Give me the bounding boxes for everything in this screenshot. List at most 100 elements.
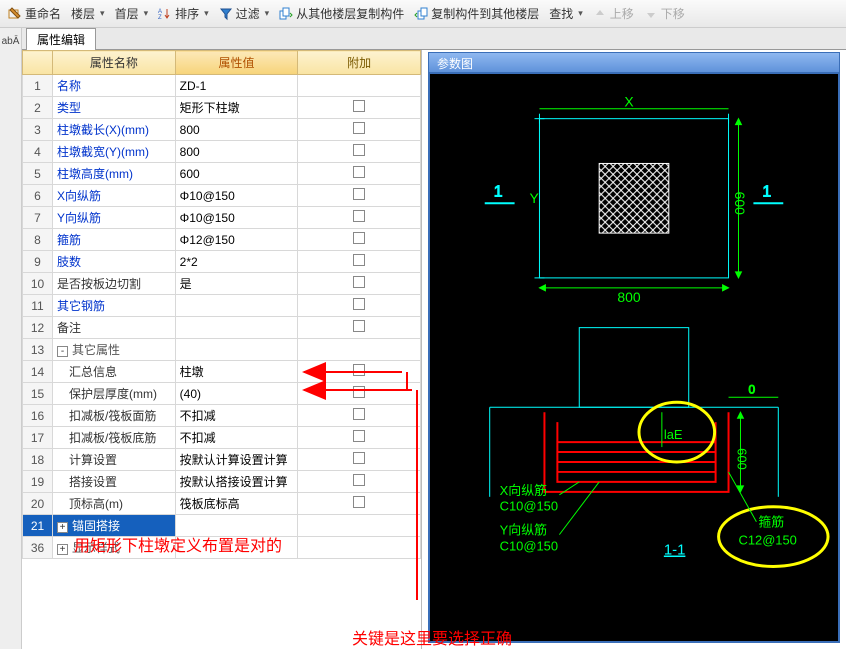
- rename-button[interactable]: 重命名: [4, 3, 65, 24]
- prop-value[interactable]: 是: [175, 273, 298, 295]
- checkbox-icon[interactable]: [353, 298, 365, 310]
- checkbox-icon[interactable]: [353, 452, 365, 464]
- prop-add[interactable]: [298, 119, 421, 141]
- checkbox-icon[interactable]: [353, 430, 365, 442]
- prop-add[interactable]: [298, 361, 421, 383]
- table-row[interactable]: 1名称ZD-1: [23, 75, 421, 97]
- filter-button[interactable]: 过滤: [215, 3, 274, 24]
- prop-value[interactable]: 按默认计算设置计算: [175, 449, 298, 471]
- prop-add[interactable]: [298, 251, 421, 273]
- prop-add[interactable]: [298, 317, 421, 339]
- copy-to-button[interactable]: 复制构件到其他楼层: [410, 3, 543, 24]
- table-row[interactable]: 3柱墩截长(X)(mm)800: [23, 119, 421, 141]
- table-row[interactable]: 19搭接设置按默认搭接设置计算: [23, 471, 421, 493]
- checkbox-icon[interactable]: [353, 474, 365, 486]
- prop-value[interactable]: 800: [175, 141, 298, 163]
- table-row[interactable]: 8箍筋Φ12@150: [23, 229, 421, 251]
- down-icon: [644, 7, 658, 21]
- diagram-panel: 参数图: [422, 50, 846, 649]
- checkbox-icon[interactable]: [353, 254, 365, 266]
- checkbox-icon[interactable]: [353, 408, 365, 420]
- prop-add[interactable]: [298, 515, 421, 537]
- prop-value[interactable]: 不扣减: [175, 427, 298, 449]
- prop-add[interactable]: [298, 537, 421, 559]
- prop-value[interactable]: 2*2: [175, 251, 298, 273]
- table-row[interactable]: 16扣减板/筏板面筋不扣减: [23, 405, 421, 427]
- layer-value-dropdown[interactable]: 首层: [111, 3, 153, 24]
- prop-name: 搭接设置: [53, 471, 176, 493]
- table-row[interactable]: 9肢数2*2: [23, 251, 421, 273]
- prop-add[interactable]: [298, 141, 421, 163]
- tab-property-edit[interactable]: 属性编辑: [26, 28, 96, 50]
- table-row[interactable]: 6X向纵筋Φ10@150: [23, 185, 421, 207]
- row-number: 21: [23, 515, 53, 537]
- prop-add[interactable]: [298, 339, 421, 361]
- table-row[interactable]: 17扣减板/筏板底筋不扣减: [23, 427, 421, 449]
- checkbox-icon[interactable]: [353, 122, 365, 134]
- prop-add[interactable]: [298, 449, 421, 471]
- prop-value[interactable]: [175, 317, 298, 339]
- table-row[interactable]: 20顶标高(m)筏板底标高: [23, 493, 421, 515]
- prop-add[interactable]: [298, 229, 421, 251]
- prop-add[interactable]: [298, 273, 421, 295]
- checkbox-icon[interactable]: [353, 232, 365, 244]
- prop-add[interactable]: [298, 75, 421, 97]
- table-row[interactable]: 5柱墩高度(mm)600: [23, 163, 421, 185]
- table-row[interactable]: 13-其它属性: [23, 339, 421, 361]
- table-row[interactable]: 7Y向纵筋Φ10@150: [23, 207, 421, 229]
- checkbox-icon[interactable]: [353, 276, 365, 288]
- expander-icon[interactable]: +: [57, 522, 68, 533]
- prop-add[interactable]: [298, 471, 421, 493]
- prop-value[interactable]: 矩形下柱墩: [175, 97, 298, 119]
- checkbox-icon[interactable]: [353, 386, 365, 398]
- checkbox-icon[interactable]: [353, 320, 365, 332]
- table-row[interactable]: 18计算设置按默认计算设置计算: [23, 449, 421, 471]
- checkbox-icon[interactable]: [353, 166, 365, 178]
- table-row[interactable]: 15保护层厚度(mm)(40): [23, 383, 421, 405]
- prop-add[interactable]: [298, 97, 421, 119]
- prop-value[interactable]: [175, 295, 298, 317]
- table-row[interactable]: 12备注: [23, 317, 421, 339]
- table-row[interactable]: 10是否按板边切割是: [23, 273, 421, 295]
- prop-value[interactable]: 800: [175, 119, 298, 141]
- move-down-button[interactable]: 下移: [640, 3, 689, 24]
- sort-button[interactable]: AZ排序: [154, 3, 213, 24]
- layer-dropdown[interactable]: 楼层: [67, 3, 109, 24]
- prop-name: 备注: [53, 317, 176, 339]
- prop-value[interactable]: 柱墩: [175, 361, 298, 383]
- prop-value[interactable]: 按默认搭接设置计算: [175, 471, 298, 493]
- prop-value[interactable]: 不扣减: [175, 405, 298, 427]
- prop-add[interactable]: [298, 163, 421, 185]
- find-button[interactable]: 查找: [545, 3, 587, 24]
- table-row[interactable]: 14汇总信息柱墩: [23, 361, 421, 383]
- table-row[interactable]: 4柱墩截宽(Y)(mm)800: [23, 141, 421, 163]
- table-row[interactable]: 2类型矩形下柱墩: [23, 97, 421, 119]
- expander-icon[interactable]: -: [57, 346, 68, 357]
- prop-add[interactable]: [298, 427, 421, 449]
- copy-from-button[interactable]: 从其他楼层复制构件: [275, 3, 408, 24]
- prop-value[interactable]: 筏板底标高: [175, 493, 298, 515]
- prop-value[interactable]: Φ10@150: [175, 185, 298, 207]
- checkbox-icon[interactable]: [353, 144, 365, 156]
- prop-add[interactable]: [298, 405, 421, 427]
- find-label: 查找: [549, 5, 573, 22]
- prop-add[interactable]: [298, 295, 421, 317]
- prop-value[interactable]: (40): [175, 383, 298, 405]
- prop-value[interactable]: [175, 339, 298, 361]
- prop-value[interactable]: Φ10@150: [175, 207, 298, 229]
- checkbox-icon[interactable]: [353, 210, 365, 222]
- checkbox-icon[interactable]: [353, 364, 365, 376]
- prop-value[interactable]: 600: [175, 163, 298, 185]
- expander-icon[interactable]: +: [57, 544, 68, 555]
- prop-add[interactable]: [298, 493, 421, 515]
- move-up-button[interactable]: 上移: [589, 3, 638, 24]
- prop-add[interactable]: [298, 383, 421, 405]
- checkbox-icon[interactable]: [353, 496, 365, 508]
- prop-value[interactable]: ZD-1: [175, 75, 298, 97]
- table-row[interactable]: 11其它钢筋: [23, 295, 421, 317]
- checkbox-icon[interactable]: [353, 100, 365, 112]
- prop-value[interactable]: Φ12@150: [175, 229, 298, 251]
- prop-add[interactable]: [298, 185, 421, 207]
- prop-add[interactable]: [298, 207, 421, 229]
- checkbox-icon[interactable]: [353, 188, 365, 200]
